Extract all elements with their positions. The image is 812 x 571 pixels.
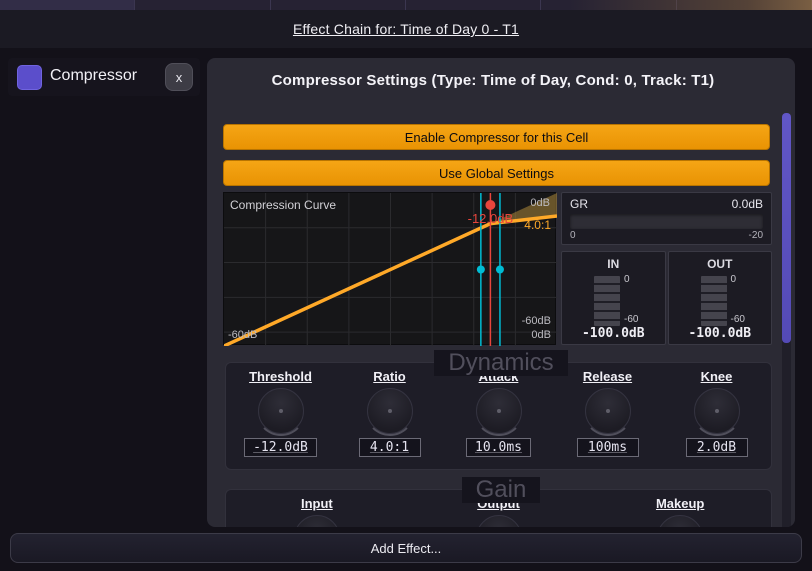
input-meter-bar <box>594 276 620 326</box>
ratio-value[interactable]: 4.0:1 <box>358 438 421 457</box>
knee-control: Knee 2.0dB <box>662 363 771 469</box>
dynamics-section: Threshold -12.0dB Ratio 4.0:1 Attack 10.… <box>225 362 772 470</box>
app-strip-highlight <box>0 0 812 10</box>
ratio-knob[interactable] <box>364 388 415 436</box>
attack-control: Attack 10.0ms <box>444 363 553 469</box>
release-control: Release 100ms <box>553 363 662 469</box>
enable-compressor-label: Enable Compressor for this Cell <box>404 129 589 145</box>
compression-curve-svg: 4.0:1 -12.0dB <box>224 193 557 346</box>
threshold-label: Threshold <box>249 369 312 384</box>
release-knob[interactable] <box>582 388 633 436</box>
effect-name: Compressor <box>50 67 138 84</box>
output-meter: OUT 0 -60 -100.0dB <box>667 251 772 345</box>
remove-effect-button[interactable]: x <box>165 63 193 91</box>
gain-section: Input Output Makeup <box>225 489 772 527</box>
input-meter-tick-top: 0 <box>624 274 630 285</box>
makeup-gain-control: Makeup <box>589 490 771 527</box>
knee-knob[interactable] <box>691 388 742 436</box>
release-label: Release <box>582 369 633 384</box>
input-meter-value: -100.0dB <box>581 326 645 341</box>
use-global-settings-button[interactable]: Use Global Settings <box>223 160 770 186</box>
background-app-strip <box>0 0 812 10</box>
gr-scale-max: -20 <box>748 230 763 241</box>
knee-label: Knee <box>700 369 733 384</box>
release-value[interactable]: 100ms <box>576 438 639 457</box>
output-meter-tick-top: 0 <box>730 274 737 285</box>
input-meter-tick-bottom: -60 <box>624 314 639 325</box>
threshold-control: Threshold -12.0dB <box>226 363 335 469</box>
compression-curve-graph[interactable]: 4.0:1 -12.0dB Compression Curve 0dB -60dB… <box>223 192 557 346</box>
ratio-control: Ratio 4.0:1 <box>335 363 444 469</box>
knee-handle-left[interactable] <box>476 265 485 274</box>
output-meter-value: -100.0dB <box>688 326 752 341</box>
attack-knob[interactable] <box>473 388 524 436</box>
input-max-label: 0dB <box>531 329 551 341</box>
gr-value: 0.0dB <box>731 197 763 211</box>
output-meter-label: OUT <box>707 257 733 271</box>
dialog-titlebar: Effect Chain for: Time of Day 0 - T1 <box>0 10 812 48</box>
output-gain-control: Output <box>408 490 590 527</box>
close-icon: x <box>175 69 183 85</box>
input-meter-label: IN <box>607 257 620 271</box>
input-meter: IN 0 -60 -100.0dB <box>561 251 666 345</box>
gr-scale-min: 0 <box>570 230 576 241</box>
attack-value[interactable]: 10.0ms <box>466 438 531 457</box>
output-gain-label: Output <box>477 496 520 511</box>
threshold-value[interactable]: -12.0dB <box>244 438 317 457</box>
threshold-handle[interactable] <box>485 200 496 210</box>
output-gain-knob[interactable] <box>475 515 522 527</box>
knee-handle-right[interactable] <box>495 265 504 274</box>
add-effect-label: Add Effect... <box>370 540 442 556</box>
ratio-label: Ratio <box>373 369 406 384</box>
output-max-label: 0dB <box>530 197 550 209</box>
makeup-gain-knob[interactable] <box>657 515 704 527</box>
effect-color-swatch-icon <box>17 65 42 90</box>
enable-compressor-button[interactable]: Enable Compressor for this Cell <box>223 124 770 150</box>
input-gain-label: Input <box>300 496 333 511</box>
add-effect-button[interactable]: Add Effect... <box>10 533 802 563</box>
threshold-knob[interactable] <box>255 388 306 436</box>
panel-scrollbar-thumb[interactable] <box>782 113 791 343</box>
output-min-label: -60dB <box>521 315 551 327</box>
svg-text:4.0:1: 4.0:1 <box>524 218 551 232</box>
attack-label: Attack <box>478 369 519 384</box>
gr-label: GR <box>570 197 588 211</box>
effect-list-item-compressor[interactable]: Compressor x <box>8 58 200 96</box>
panel-scrollbar-track[interactable] <box>782 113 791 527</box>
knee-value[interactable]: 2.0dB <box>685 438 748 457</box>
input-gain-knob[interactable] <box>293 515 340 527</box>
curve-title: Compression Curve <box>230 198 337 212</box>
output-meter-tick-bottom: -60 <box>730 314 745 325</box>
compressor-settings-panel: Compressor Settings (Type: Time of Day, … <box>207 58 795 527</box>
panel-title: Compressor Settings (Type: Time of Day, … <box>271 72 715 89</box>
dialog-title: Effect Chain for: Time of Day 0 - T1 <box>292 21 520 37</box>
makeup-gain-label: Makeup <box>655 496 705 511</box>
gr-meter-bar <box>570 214 763 229</box>
use-global-settings-label: Use Global Settings <box>439 165 554 181</box>
output-meter-bar <box>700 276 727 326</box>
input-min-label: -60dB <box>228 329 258 341</box>
gain-reduction-meter: GR 0.0dB 0 -20 <box>561 192 772 245</box>
input-gain-control: Input <box>226 490 408 527</box>
svg-text:-12.0dB: -12.0dB <box>468 211 514 226</box>
level-meters: IN 0 -60 -100.0dB OUT 0 -60 -100.0dB <box>561 251 772 345</box>
